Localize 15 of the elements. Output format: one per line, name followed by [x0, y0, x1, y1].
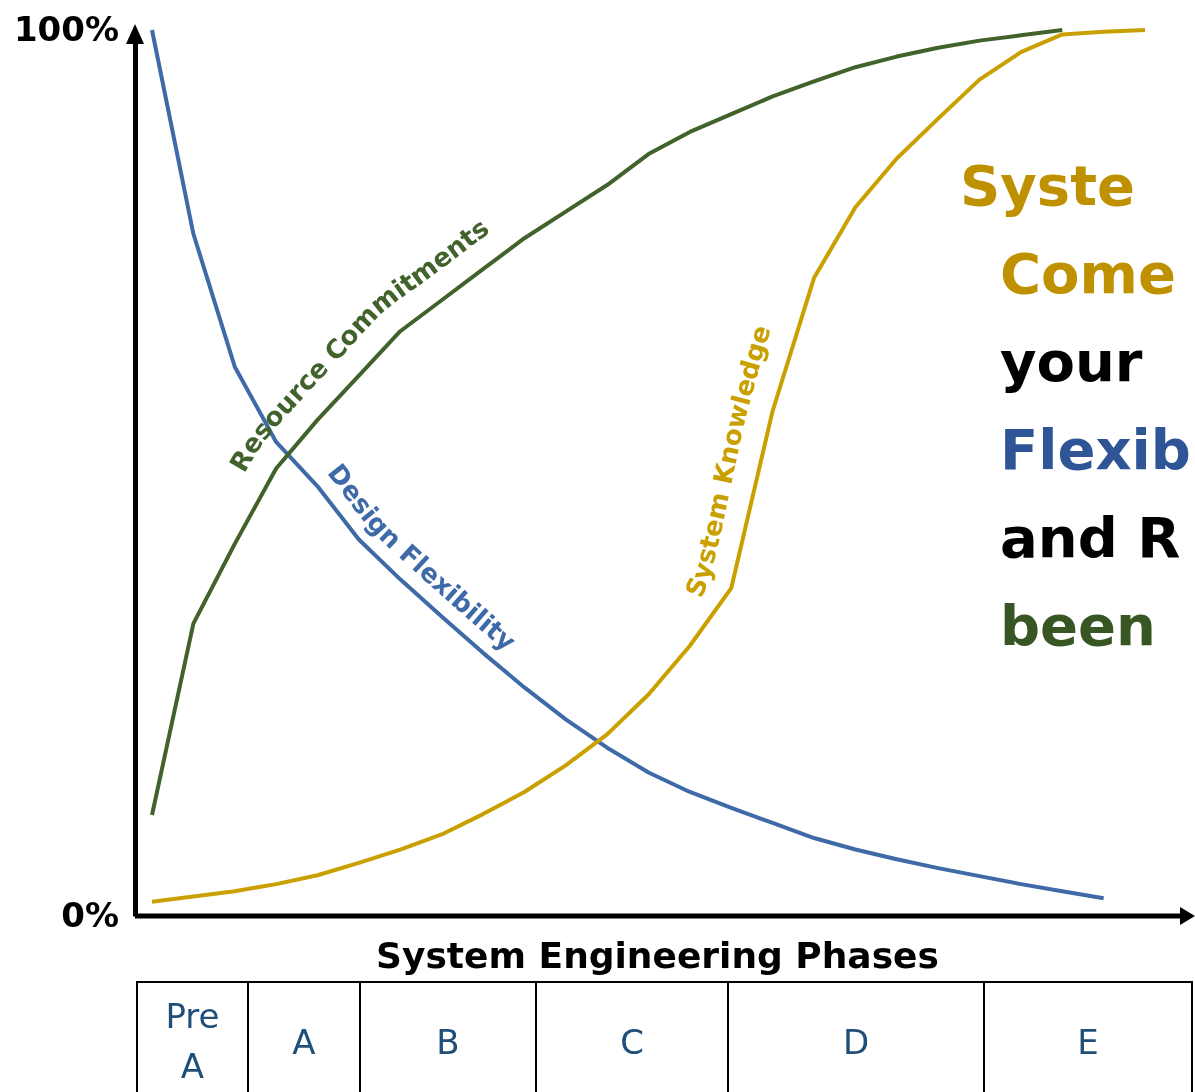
y-tick-label: 100% — [13, 9, 119, 50]
annotation: Come — [1000, 241, 1176, 306]
text: E — [1077, 1022, 1099, 1062]
text: Pre A — [165, 996, 220, 1086]
annotation: your — [1000, 329, 1143, 394]
x-axis-title: System Engineering Phases — [376, 935, 939, 976]
text: B — [436, 1022, 460, 1062]
annotation: Flexib — [1000, 417, 1191, 482]
text: A — [292, 1022, 316, 1062]
annotation: been — [1000, 593, 1156, 658]
y-tick-label: 0% — [61, 895, 119, 936]
text: D — [842, 1022, 870, 1062]
annotation: and R — [1000, 505, 1181, 570]
annotation: Syste — [960, 153, 1135, 218]
text: C — [620, 1022, 644, 1062]
